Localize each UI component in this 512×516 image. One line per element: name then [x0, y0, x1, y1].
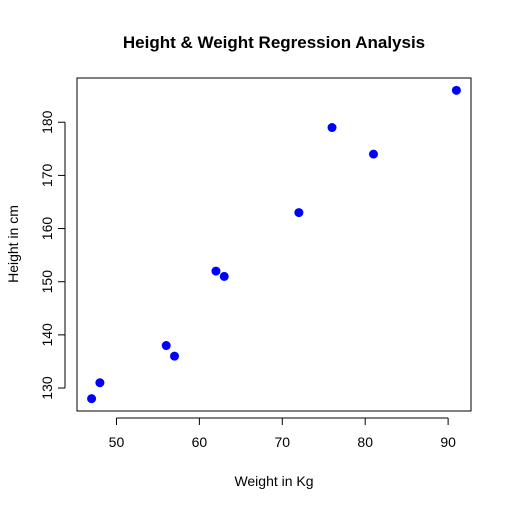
y-axis-label: Height in cm: [5, 205, 21, 283]
y-tick-label: 160: [39, 217, 55, 241]
y-tick-label: 180: [39, 110, 55, 134]
x-tick-label: 80: [357, 434, 373, 450]
y-tick-label: 130: [39, 376, 55, 400]
data-point: [87, 394, 97, 404]
x-axis: 50 60 70 80 90: [109, 417, 456, 450]
x-tick-label: 50: [109, 434, 125, 450]
plot-frame: [76, 77, 472, 412]
data-point: [451, 85, 461, 95]
y-axis: 130 140 150 160 170 180: [39, 110, 66, 400]
data-point: [95, 378, 105, 388]
chart-title: Height & Weight Regression Analysis: [123, 33, 425, 52]
data-point: [294, 208, 304, 218]
x-tick-label: 90: [440, 434, 456, 450]
data-points: [87, 85, 461, 404]
x-tick-label: 60: [192, 434, 208, 450]
y-tick-label: 140: [39, 323, 55, 347]
data-point: [211, 266, 221, 276]
data-point: [327, 123, 337, 133]
data-point: [219, 271, 229, 281]
y-tick-label: 150: [39, 270, 55, 294]
y-tick-label: 170: [39, 163, 55, 187]
data-point: [170, 351, 180, 361]
x-tick-label: 70: [275, 434, 291, 450]
data-point: [368, 149, 378, 159]
x-axis-label: Weight in Kg: [234, 473, 313, 489]
data-point: [161, 341, 171, 351]
